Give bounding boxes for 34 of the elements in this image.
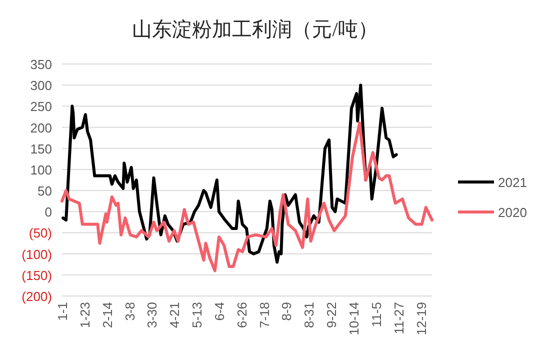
chart-title: 山东淀粉加工利润（元/吨） — [132, 19, 378, 41]
x-tick-label: 11-27 — [391, 302, 406, 334]
x-tick-label: 5-13 — [190, 302, 205, 328]
line-series — [62, 84, 398, 264]
x-tick-label: 6-26 — [234, 302, 250, 328]
y-tick-label: 250 — [30, 99, 52, 114]
line-series — [60, 122, 434, 272]
y-tick-label: 0 — [44, 204, 52, 220]
x-tick-label: 10-14 — [346, 302, 362, 336]
y-tick-label: 300 — [30, 78, 52, 94]
x-tick-label: 6-4 — [212, 302, 227, 321]
y-tick-label: 100 — [30, 162, 52, 178]
legend-label: 2020 — [498, 205, 527, 220]
x-tick-label: 12-19 — [414, 302, 429, 336]
x-tick-label: 9-22 — [324, 302, 340, 328]
x-tick-label: 11-5 — [368, 302, 384, 328]
x-tick-label: 8-9 — [279, 302, 294, 321]
x-tick-label: 4-21 — [167, 302, 182, 328]
x-tick-label: 3-8 — [122, 302, 138, 321]
x-tick-label: 8-31 — [302, 302, 317, 328]
x-tick-label: 1-1 — [55, 302, 70, 321]
y-tick-label: 350 — [30, 57, 52, 72]
y-tick-label: (50) — [28, 226, 52, 241]
y-tick-label: 50 — [38, 184, 52, 199]
y-tick-label: (200) — [22, 289, 52, 304]
x-tick-label: 7-18 — [256, 302, 272, 328]
x-tick-label: 3-30 — [144, 302, 160, 328]
y-tick-label: (100) — [22, 246, 52, 262]
y-tick-label: (150) — [22, 268, 52, 283]
legend-label: 2021 — [498, 175, 527, 190]
x-tick-label: 2-14 — [100, 302, 115, 328]
y-tick-label: 200 — [30, 120, 52, 136]
x-tick-label: 1-23 — [77, 302, 92, 328]
y-tick-label: 150 — [30, 141, 52, 156]
